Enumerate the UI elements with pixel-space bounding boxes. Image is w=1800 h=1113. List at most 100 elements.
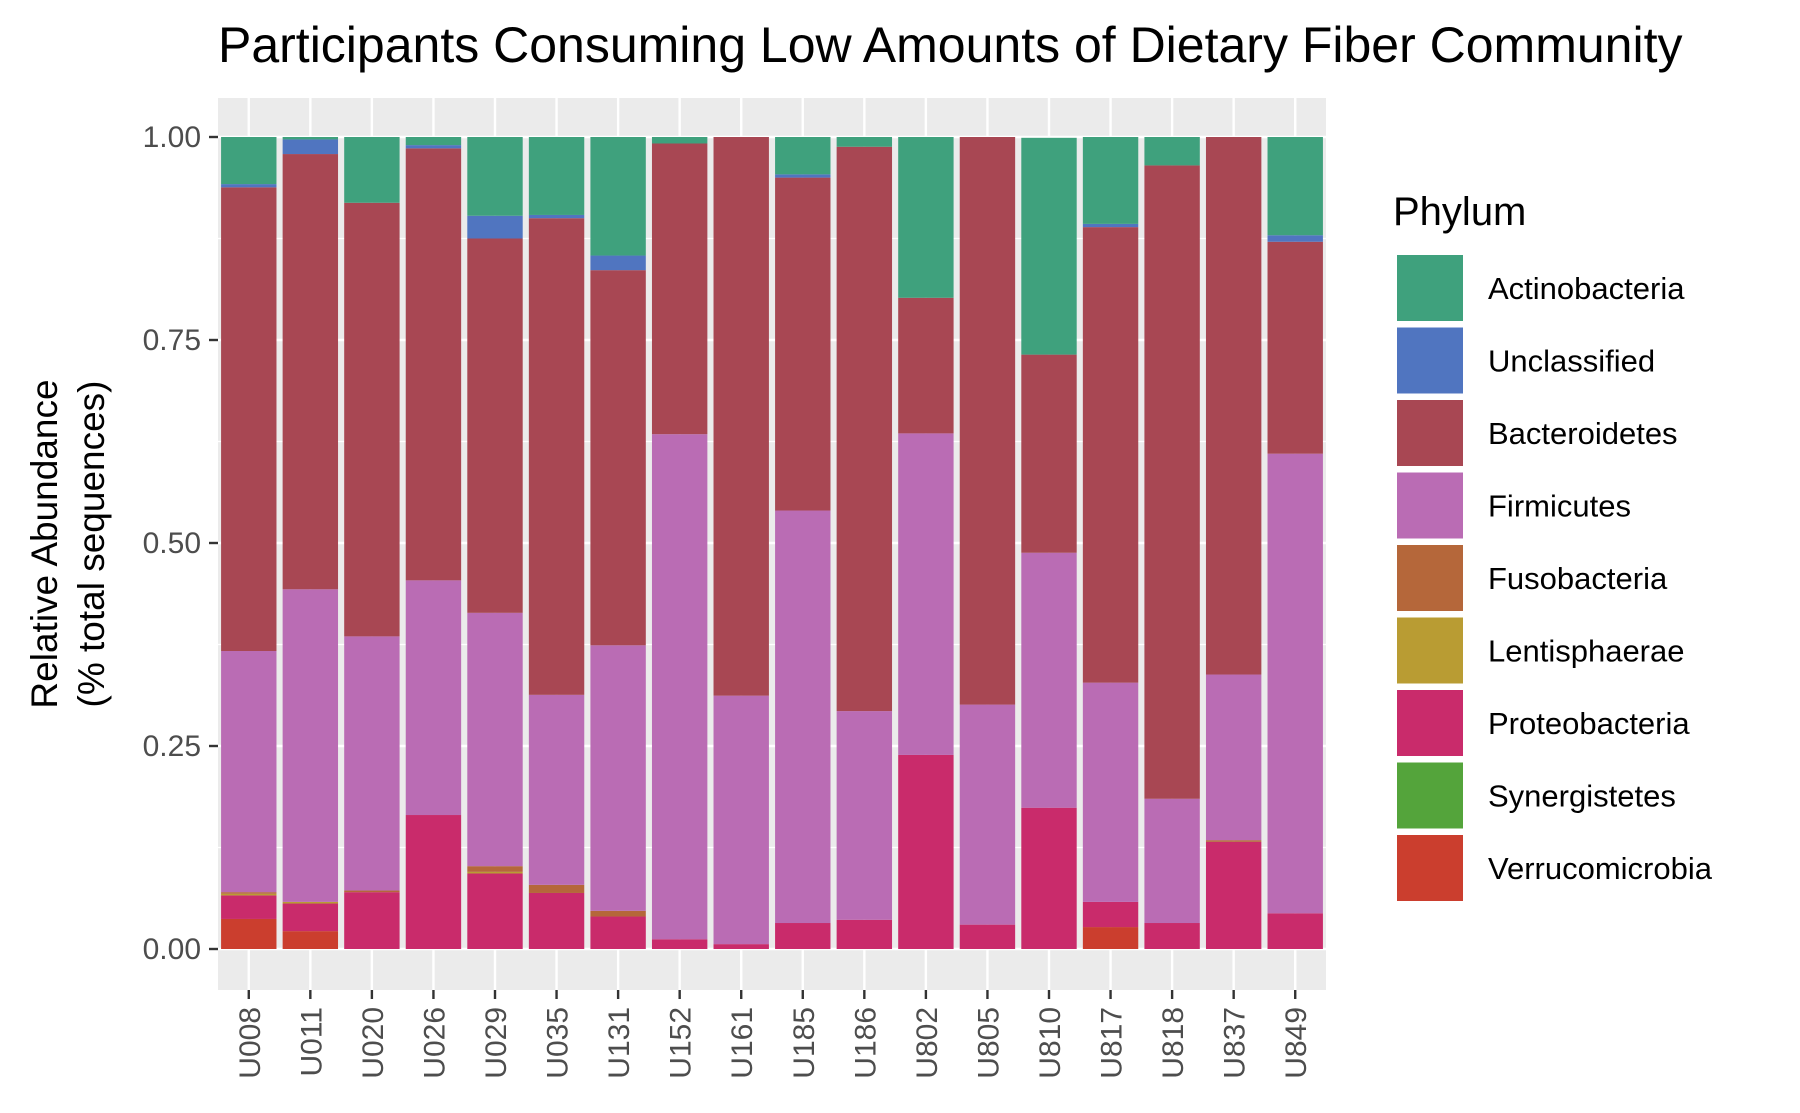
bar-segment	[405, 580, 462, 816]
bar-segment	[775, 510, 831, 924]
bar-segment	[959, 924, 1016, 949]
x-tick-label: U186	[849, 1007, 882, 1079]
bar-segment	[836, 146, 893, 712]
bar-segment	[1144, 923, 1200, 949]
legend-key	[1397, 762, 1463, 829]
bar-segment	[282, 139, 339, 155]
y-tick-label: 0.00	[143, 933, 201, 966]
legend-label: Bacteroidetes	[1488, 416, 1678, 451]
x-tick-label: U185	[788, 1007, 821, 1079]
bar-segment	[590, 916, 646, 949]
bar-segment	[1082, 137, 1139, 224]
bar-stacks	[221, 137, 1323, 949]
bar-segment	[467, 871, 523, 874]
x-tick-label: U152	[665, 1007, 698, 1079]
bar-segment	[467, 137, 523, 216]
bar-segment	[344, 137, 400, 203]
bar-segment	[282, 154, 339, 590]
x-tick-label: U035	[542, 1007, 575, 1079]
bar-segment	[713, 944, 769, 949]
bar-segment	[898, 754, 954, 949]
bar-segment	[1267, 241, 1323, 454]
bar-segment	[713, 137, 769, 696]
legend-key	[1397, 545, 1463, 611]
x-tick-label: U818	[1157, 1007, 1190, 1079]
bar-segment	[221, 187, 277, 651]
bar-segment	[221, 137, 277, 185]
bar-segment	[467, 866, 523, 872]
bar-segment	[775, 137, 831, 175]
legend-label: Actinobacteria	[1488, 271, 1685, 306]
bar-segment	[590, 270, 646, 646]
bar-segment	[590, 137, 646, 256]
bar-segment	[959, 137, 1016, 705]
bar-segment	[282, 931, 339, 949]
bar-segment	[528, 218, 585, 695]
y-tick-label: 0.25	[143, 730, 201, 763]
bar-segment	[405, 145, 462, 149]
x-axis: U008 U011 U020 U026 U029 U035 U131 U152 U161 U185…	[234, 990, 1313, 1079]
bar-segment	[775, 177, 831, 511]
bar-segment	[1267, 137, 1323, 236]
chart-title: Participants Consuming Low Amounts of Di…	[218, 17, 1682, 73]
bar-segment	[221, 184, 277, 188]
legend-label: Verrucomicrobia	[1488, 851, 1713, 886]
x-tick-label: U026	[418, 1007, 451, 1079]
bar-segment	[1205, 841, 1262, 949]
bar-segment	[467, 215, 523, 239]
bar-segment	[344, 202, 400, 637]
bar-segment	[221, 650, 277, 893]
bar-segment	[1082, 227, 1139, 683]
bar-segment	[651, 939, 708, 949]
x-tick-label: U810	[1034, 1007, 1067, 1079]
bar-segment	[836, 919, 893, 949]
bar-segment	[713, 695, 769, 945]
bar-segment	[282, 903, 339, 932]
bar-segment	[221, 893, 277, 896]
bar-segment	[836, 711, 893, 920]
bar-segment	[1021, 807, 1077, 949]
y-axis-title-line2: (% total sequences)	[71, 380, 112, 707]
legend-key	[1397, 617, 1463, 684]
bar-segment	[775, 174, 831, 178]
y-tick-label: 1.00	[143, 121, 201, 154]
legend-label: Synergistetes	[1488, 779, 1676, 814]
bar-segment	[1205, 674, 1262, 841]
bar-segment	[651, 137, 708, 144]
bar-segment	[898, 433, 954, 755]
bar-segment	[405, 815, 462, 949]
bar-segment	[528, 884, 585, 893]
x-tick-label: U131	[603, 1007, 636, 1079]
bar-segment	[1082, 901, 1139, 928]
bar-segment	[1144, 165, 1200, 799]
bar-segment	[467, 873, 523, 949]
y-axis-title-line1: Relative Abundance	[24, 379, 65, 708]
bar-segment	[1205, 137, 1262, 675]
bar-segment	[1082, 927, 1139, 949]
x-tick-label: U020	[357, 1007, 390, 1079]
bar-segment	[528, 892, 585, 949]
bar-segment	[775, 923, 831, 949]
x-tick-label: U161	[726, 1007, 759, 1079]
bar-segment	[590, 255, 646, 271]
y-tick-label: 0.75	[143, 324, 201, 357]
legend-key	[1397, 835, 1463, 901]
bar-segment	[467, 612, 523, 867]
x-tick-label: U011	[295, 1007, 328, 1077]
bar-segment	[221, 895, 277, 919]
bar-segment	[651, 434, 708, 940]
bar-segment	[836, 137, 893, 147]
bar-segment	[405, 137, 462, 146]
bar-segment	[1267, 913, 1323, 949]
bar-segment	[1144, 798, 1200, 924]
x-tick-label: U029	[480, 1007, 513, 1079]
bar-segment	[344, 636, 400, 891]
y-axis: 0.00 0.25 0.50 0.75 1.00	[143, 121, 218, 966]
bar-segment	[1021, 354, 1077, 553]
bar-segment	[528, 137, 585, 215]
bar-segment	[282, 589, 339, 902]
bar-segment	[467, 238, 523, 613]
bar-segment	[590, 910, 646, 917]
bar-segment	[651, 143, 708, 435]
